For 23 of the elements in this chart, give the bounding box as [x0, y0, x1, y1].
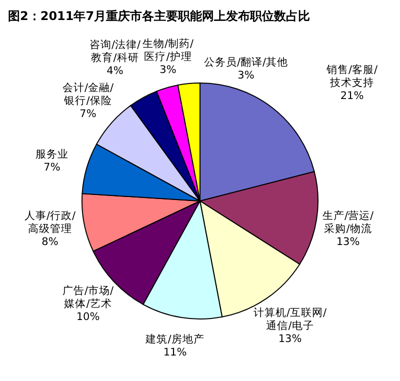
slice-label: 咨询/法律/教育/科研	[89, 38, 141, 64]
slice-label: 计算机/互联网/通信/电子	[253, 306, 327, 332]
data-label: 13%	[278, 333, 302, 345]
data-label: 3%	[238, 70, 254, 82]
slice-label: 生产/营运/采购/物流	[322, 209, 374, 235]
data-label: 7%	[44, 162, 60, 174]
data-label: 10%	[76, 311, 100, 323]
slice-label: 建筑/房地产	[144, 332, 204, 346]
data-label: 7%	[80, 108, 96, 120]
slice-label: 人事/行政/高级管理	[24, 209, 76, 235]
slice-label: 会计/金融/银行/保险	[62, 81, 114, 107]
data-label: 13%	[336, 236, 360, 248]
slice-label: 公务员/翻译/其他	[204, 56, 288, 68]
slice-label: 广告/市场/媒体/艺术	[62, 284, 114, 310]
slice-label: 销售/客服/技术支持	[325, 63, 378, 89]
data-label: 21%	[340, 90, 364, 102]
chart-title: 图2：2011年7月重庆市各主要职能网上发布职位数占比	[8, 9, 310, 23]
data-label: 3%	[160, 64, 176, 76]
data-label: 11%	[163, 346, 187, 358]
slice-label: 生物/制药/医疗/护理	[142, 37, 194, 63]
slice-label: 服务业	[36, 148, 68, 160]
data-label: 4%	[106, 65, 124, 77]
data-label: 8%	[42, 236, 58, 248]
